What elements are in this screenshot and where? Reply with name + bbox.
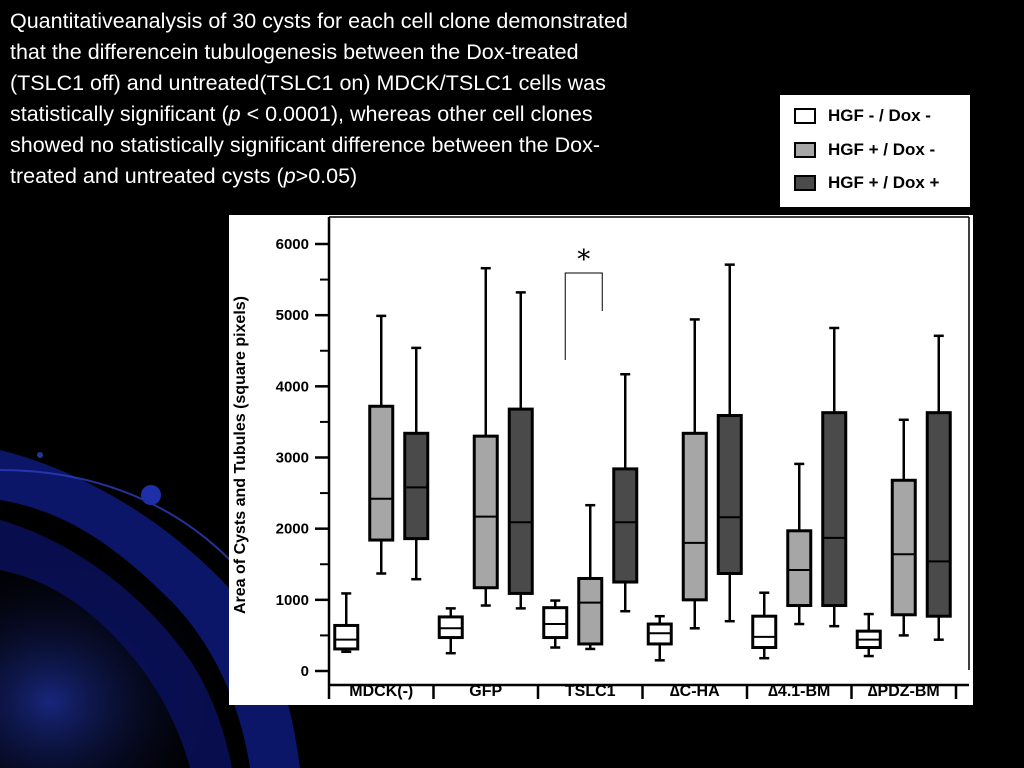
box-plot-item (821, 326, 848, 628)
caption-text: Quantitativeanalysis of 30 cysts for eac… (10, 6, 770, 192)
x-category-label: MDCK(-) (349, 683, 413, 700)
box-plot-item (577, 503, 604, 651)
chart-panel: 0 1000 2000 3000 4000 5000 6000 MDCK(-) GFP TSLC… (229, 215, 973, 705)
y-tick-label: 5000 (276, 307, 309, 324)
y-tick-label: 0 (301, 663, 309, 680)
box-iqr (577, 576, 604, 646)
caption-fragment: treated and untreated cysts ( (10, 164, 284, 188)
y-tick-label: 6000 (276, 236, 309, 253)
caption-line: statistically significant (p < 0.0001), … (10, 99, 770, 130)
caption-line: showed no statistically significant diff… (10, 133, 600, 157)
box-plot-item (368, 314, 395, 575)
x-category-label: ∆PDZ-BM (868, 683, 940, 700)
box-iqr (542, 606, 569, 640)
box-plot: 0 1000 2000 3000 4000 5000 6000 MDCK(-) GFP TSLC… (232, 216, 970, 700)
significance-asterisk: * (577, 245, 590, 275)
caption-fragment: >0.05) (295, 164, 358, 188)
box-iqr (612, 467, 639, 584)
box-plot-item (855, 612, 882, 658)
annotations: * (564, 245, 603, 360)
box-plot-item (925, 334, 952, 641)
box-plot-item (786, 462, 813, 626)
box-iqr (716, 414, 743, 576)
legend-label: HGF + / Dox - (828, 140, 936, 159)
legend-swatch-white (794, 108, 816, 124)
legend-label: HGF + / Dox + (828, 173, 940, 192)
y-axis-title: Area of Cysts and Tubules (square pixels… (232, 296, 249, 614)
box-plot-item (751, 591, 778, 660)
box-series (333, 263, 952, 662)
caption-line: that the differencein tubulogenesis betw… (10, 40, 579, 64)
box-plot-item (542, 599, 569, 649)
caption-line: treated and untreated cysts (p>0.05) (10, 161, 770, 192)
significance-bracket (564, 272, 603, 360)
box-iqr (925, 411, 952, 618)
caption-line: (TSLC1 off) and untreated(TSLC1 on) MDCK… (10, 71, 606, 95)
box-plot-item (333, 592, 360, 654)
caption-fragment: < 0.0001), whereas other cell clones (240, 102, 593, 126)
box-iqr (437, 615, 464, 640)
box-iqr (368, 404, 395, 542)
box-iqr (472, 434, 499, 590)
x-category-label: ∆4.1-BM (768, 683, 830, 700)
x-category-label: TSLC1 (565, 683, 616, 700)
y-tick-label: 4000 (276, 378, 309, 395)
legend-swatch-gray (794, 142, 816, 158)
caption-fragment: statistically significant ( (10, 102, 229, 126)
box-iqr (890, 478, 917, 617)
box-plot-item (403, 346, 430, 581)
caption-line: Quantitativeanalysis of 30 cysts for eac… (10, 9, 628, 33)
box-plot-item (472, 266, 499, 607)
box-iqr (333, 623, 360, 651)
p-symbol: p (228, 102, 241, 126)
chart-legend: HGF - / Dox - HGF + / Dox - HGF + / Dox … (780, 95, 970, 207)
x-category-label: ∆C-HA (670, 683, 720, 700)
legend-label: HGF - / Dox - (828, 106, 931, 125)
x-category-label: GFP (469, 683, 502, 700)
x-axis: MDCK(-) GFP TSLC1 ∆C-HA ∆4.1-BM ∆PDZ-BM (327, 683, 958, 700)
y-axis: 0 1000 2000 3000 4000 5000 6000 (276, 236, 329, 680)
box-iqr (821, 411, 848, 608)
box-iqr (507, 407, 534, 595)
box-plot-item (437, 607, 464, 655)
box-plot-item (612, 372, 639, 613)
y-tick-label: 2000 (276, 521, 309, 538)
box-iqr (751, 614, 778, 650)
box-iqr (681, 431, 708, 602)
p-symbol: p (283, 164, 296, 188)
y-tick-label: 1000 (276, 592, 309, 609)
box-plot-item (890, 418, 917, 637)
box-plot-item (716, 263, 743, 623)
box-plot-item (681, 318, 708, 630)
box-iqr (403, 431, 430, 541)
y-tick-label: 3000 (276, 450, 309, 467)
box-iqr (786, 529, 813, 608)
box-plot-item (646, 614, 673, 662)
legend-swatch-dark (794, 175, 816, 191)
box-plot-item (507, 291, 534, 610)
